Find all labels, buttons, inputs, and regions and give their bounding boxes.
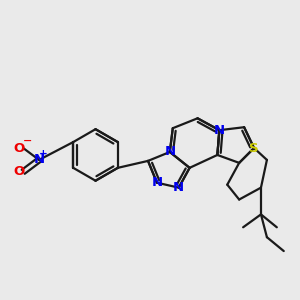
Text: N: N (214, 124, 225, 137)
Text: O: O (14, 165, 25, 178)
Text: −: − (22, 136, 32, 146)
Text: S: S (249, 142, 259, 154)
Text: N: N (152, 176, 163, 189)
Text: N: N (34, 153, 45, 167)
Text: +: + (39, 149, 47, 159)
Text: N: N (173, 181, 184, 194)
Text: N: N (164, 146, 175, 158)
Text: O: O (14, 142, 25, 154)
